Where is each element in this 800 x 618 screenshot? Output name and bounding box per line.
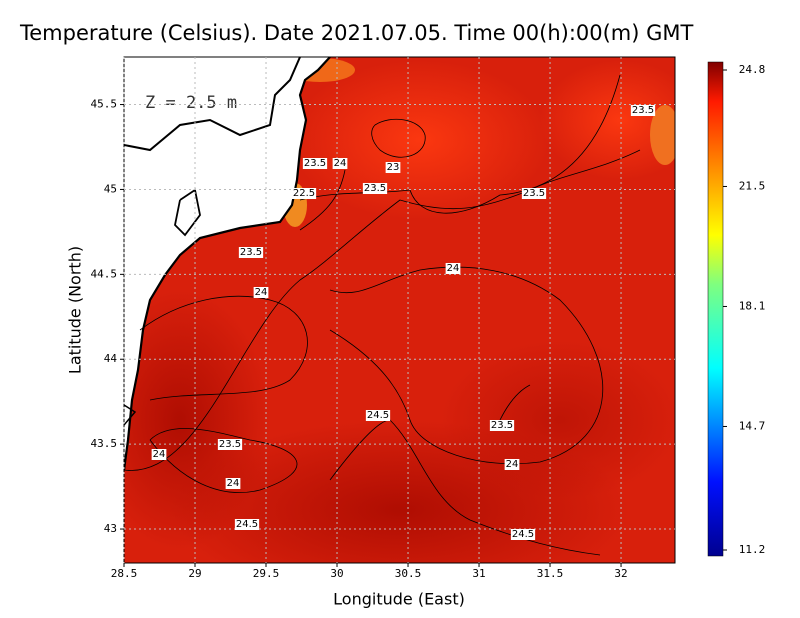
- colorbar-label: 14.7: [739, 419, 766, 432]
- contour-label: 23.5: [523, 188, 545, 199]
- contour-label: 22.5: [293, 188, 315, 199]
- colorbar-label: 24.8: [739, 63, 766, 76]
- contour-label: 24.5: [367, 410, 389, 421]
- contour-label: 23.5: [491, 420, 513, 431]
- contour-label-box: [151, 449, 167, 460]
- x-tick-label: 30.5: [395, 567, 422, 580]
- y-tick-label: 44: [104, 352, 118, 365]
- contour-label: 23.5: [632, 105, 654, 116]
- contour-label-box: [445, 263, 461, 274]
- contour-label-box: [362, 183, 388, 194]
- contour-label: 24: [506, 459, 519, 470]
- y-tick-label: 43: [104, 522, 117, 535]
- colorbar-label: 11.2: [739, 543, 766, 556]
- y-tick-label: 43.5: [91, 437, 118, 450]
- contour-label: 24: [447, 263, 460, 274]
- field: [124, 57, 675, 563]
- contour-label-box: [217, 439, 243, 450]
- colorbar-label: 21.5: [739, 179, 766, 192]
- x-tick-label: 29.5: [253, 567, 280, 580]
- depth-annotation: Z = 2.5 m: [145, 93, 237, 113]
- contour-label: 23: [387, 162, 400, 173]
- contour-label-box: [365, 410, 391, 421]
- contour-label-box: [510, 529, 536, 540]
- y-tick-label: 45.5: [91, 98, 118, 111]
- contour-label-box: [385, 162, 401, 173]
- x-tick-label: 31: [472, 567, 485, 580]
- title: Temperature (Celsius). Date 2021.07.05. …: [19, 21, 694, 45]
- y-axis-label: Latitude (North): [66, 246, 85, 374]
- contour-label-box: [489, 420, 515, 431]
- contour-label-box: [630, 105, 656, 116]
- y-tick-label: 44.5: [91, 267, 118, 280]
- contour-label-box: [225, 478, 241, 489]
- x-tick-label: 30: [330, 567, 343, 580]
- x-tick-label: 32: [614, 567, 627, 580]
- contour-label: 24: [334, 158, 347, 169]
- contour-label-box: [238, 247, 264, 258]
- contour-label: 24.5: [236, 519, 258, 530]
- contour-label-box: [521, 188, 547, 199]
- contour-label-box: [504, 459, 520, 470]
- contour-label-box: [332, 158, 348, 169]
- contour-label: 23.5: [364, 183, 386, 194]
- contour-label-box: [302, 158, 328, 169]
- contour-label: 23.5: [304, 158, 326, 169]
- plot-frame: [123, 56, 676, 564]
- contour-label: 24: [153, 449, 166, 460]
- contour-label: 23.5: [219, 439, 241, 450]
- contour-label-box: [253, 287, 269, 298]
- contour-label: 24: [227, 478, 240, 489]
- contour-label: 24.5: [512, 529, 534, 540]
- contour-label: 24: [255, 287, 268, 298]
- x-tick-label: 28.5: [111, 567, 138, 580]
- x-tick-label: 31.5: [537, 567, 564, 580]
- x-axis-label: Longitude (East): [333, 590, 465, 609]
- contour-label-box: [234, 519, 260, 530]
- contour-label: 23.5: [240, 247, 262, 258]
- x-tick-label: 29: [188, 567, 201, 580]
- y-tick-label: 45: [104, 182, 117, 195]
- contour-label-box: [291, 188, 317, 199]
- colorbar-label: 18.1: [739, 299, 766, 312]
- colorbar: [707, 61, 724, 557]
